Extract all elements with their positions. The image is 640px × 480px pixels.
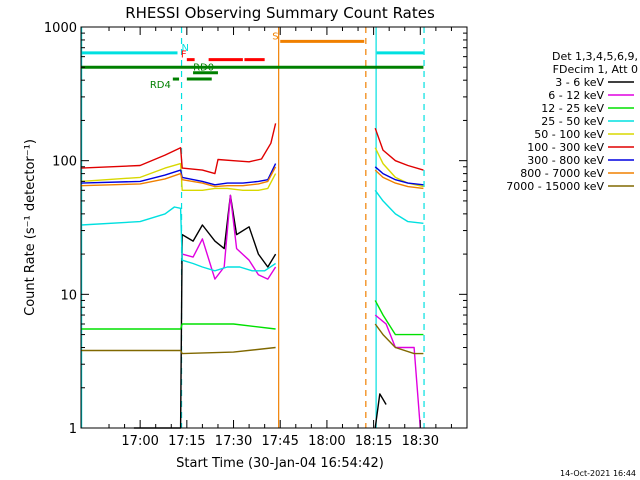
series-6-12-kev [182, 194, 277, 280]
series-800-7000-kev [80, 166, 277, 188]
legend-label-5: 100 - 300 keV [527, 141, 604, 154]
series-3-6-kev [133, 194, 277, 429]
legend-header-1: FDecim 1, Att 0 [553, 63, 638, 76]
flag-label-n: N [182, 43, 189, 54]
legend: Det 1,3,4,5,6,9,FDecim 1, Att 03 - 6 keV… [506, 50, 638, 193]
y-axis-label: Count Rate (s⁻¹ detector⁻¹) [23, 139, 38, 316]
x-tick-label-2: 17:30 [215, 434, 252, 449]
legend-label-1: 6 - 12 keV [548, 89, 604, 102]
plot-frame [80, 26, 468, 429]
series2-3-6-kev [374, 393, 387, 429]
y-tick-label-2: 100 [52, 155, 77, 170]
legend-label-0: 3 - 6 keV [555, 76, 604, 89]
legend-label-2: 12 - 25 keV [541, 102, 604, 115]
x-tick-label-3: 17:45 [261, 434, 298, 449]
legend-label-8: 7000 - 15000 keV [506, 180, 604, 193]
legend-label-6: 300 - 800 keV [527, 154, 604, 167]
legend-label-7: 800 - 7000 keV [520, 167, 604, 180]
x-tick-label-4: 18:00 [308, 434, 345, 449]
x-axis-label: Start Time (30-Jan-04 16:54:42) [176, 456, 384, 471]
x-tick-label-0: 17:00 [121, 434, 158, 449]
series-100-300-kev [80, 123, 277, 175]
y-tick-label-0: 1 [69, 422, 77, 437]
x-tick-label-1: 17:15 [168, 434, 205, 449]
flag-label-rd4: RD4 [150, 80, 171, 91]
legend-label-3: 25 - 50 keV [541, 115, 604, 128]
flag-label-rd0: RD0 [193, 63, 214, 74]
series2-300-800-kev [374, 166, 424, 186]
series2-12-25-kev [374, 300, 424, 336]
flag-label-f: F [181, 50, 187, 61]
axes: 17:00 17:15 17:30 17:45 18:00 18:15 18:30 1 10 10… [44, 21, 467, 449]
series2-100-300-kev [374, 127, 424, 171]
series2-800-7000-kev [374, 169, 424, 190]
series2-7000-15000-kev [374, 323, 424, 355]
series-7000-15000-kev [81, 346, 276, 355]
x-tick-label-5: 18:15 [355, 434, 392, 449]
series-300-800-kev [80, 163, 277, 186]
legend-header-0: Det 1,3,4,5,6,9, [552, 50, 638, 63]
x-tick-label-6: 18:30 [402, 434, 439, 449]
series-12-25-kev [81, 323, 276, 330]
flag-label-s: S [272, 31, 278, 42]
series2-25-50-kev [374, 189, 424, 224]
date-stamp: 14-Oct-2021 16:44 [560, 469, 636, 478]
legend-label-4: 50 - 100 keV [534, 128, 604, 141]
y-tick-label-1: 10 [60, 288, 77, 303]
plot-area: NF RD0 RD4 S [80, 27, 425, 429]
y-tick-label-3: 1000 [44, 21, 77, 36]
series-25-50-kev [80, 206, 276, 272]
series-50-100-kev [80, 162, 277, 192]
chart-title: RHESSI Observing Summary Count Rates [125, 4, 435, 22]
